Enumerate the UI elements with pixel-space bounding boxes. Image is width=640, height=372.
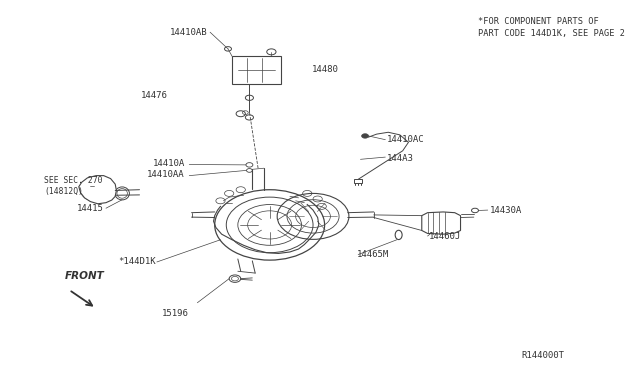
Text: SEE SEC. 270
(14812Q): SEE SEC. 270 (14812Q): [44, 176, 102, 196]
Text: *144D1K: *144D1K: [118, 257, 156, 266]
Circle shape: [362, 134, 369, 138]
Text: *FOR COMPONENT PARTS OF
PART CODE 144D1K, SEE PAGE 2: *FOR COMPONENT PARTS OF PART CODE 144D1K…: [478, 17, 625, 38]
Text: 14410AC: 14410AC: [387, 135, 425, 144]
Text: 14465M: 14465M: [356, 250, 388, 259]
Text: 14410A: 14410A: [152, 159, 184, 168]
Text: 14476: 14476: [140, 91, 167, 100]
Polygon shape: [79, 176, 116, 204]
Text: 15196: 15196: [162, 310, 189, 318]
Text: 14410AA: 14410AA: [147, 170, 184, 179]
Text: 14430A: 14430A: [490, 206, 522, 215]
Text: 14415: 14415: [77, 204, 104, 213]
Text: FRONT: FRONT: [64, 270, 104, 280]
Polygon shape: [422, 212, 461, 234]
Bar: [232, 56, 281, 84]
Text: 14410AB: 14410AB: [170, 28, 208, 37]
Text: 144A3: 144A3: [387, 154, 414, 163]
Polygon shape: [353, 179, 362, 183]
Text: 14460J: 14460J: [429, 231, 461, 241]
Circle shape: [245, 95, 253, 100]
Text: 14480: 14480: [312, 65, 339, 74]
Text: R144000T: R144000T: [522, 351, 564, 360]
